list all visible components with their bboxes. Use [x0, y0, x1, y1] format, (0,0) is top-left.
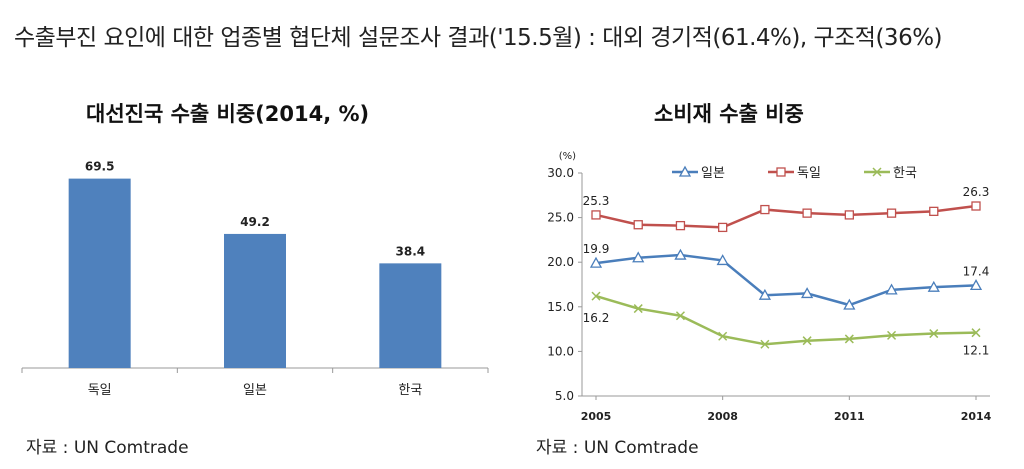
series-point-일본 — [716, 254, 729, 266]
series-point-한국 — [802, 336, 812, 346]
line-unit-label: (%) — [559, 151, 576, 162]
bar-chart: 69.5 독일 49.2 일본 38.4 한국 — [21, 160, 489, 398]
series-point-독일 — [718, 222, 728, 233]
bar-chart-source: 자료 : UN Comtrade — [26, 438, 189, 458]
line-y-tick-label: 25.0 — [547, 211, 574, 225]
series-point-일본 — [885, 283, 898, 295]
bar-category-label: 독일 — [88, 383, 112, 398]
bar-chart-title: 대선진국 수출 비중(2014, %) — [86, 102, 370, 126]
series-line-독일 — [595, 204, 977, 229]
series-point-일본 — [674, 248, 687, 260]
line-chart-title: 소비재 수출 비중 — [654, 102, 804, 126]
bar-1 — [68, 178, 131, 368]
data-label: 16.2 — [583, 311, 610, 325]
line-y-tick-label: 20.0 — [547, 255, 574, 269]
data-label: 12.1 — [963, 344, 990, 358]
series-point-독일 — [633, 220, 643, 230]
series-point-일본 — [632, 251, 645, 263]
data-label: 17.4 — [963, 264, 990, 278]
bar-category-label: 한국 — [398, 383, 422, 398]
legend-label: 한국 — [893, 166, 917, 181]
data-label: 25.3 — [583, 194, 610, 208]
series-point-한국 — [633, 304, 643, 314]
bar-value-label: 69.5 — [85, 160, 115, 174]
series-point-한국 — [971, 328, 981, 338]
series-point-일본 — [969, 279, 983, 291]
line-x-tick-label: 2014 — [961, 410, 992, 423]
bar-value-label: 49.2 — [240, 215, 270, 229]
series-point-한국 — [929, 329, 939, 339]
series-line-한국 — [595, 294, 977, 346]
line-x-tick-label: 2008 — [707, 410, 738, 423]
series-point-한국 — [760, 339, 770, 349]
line-x-tick-label: 2011 — [834, 410, 865, 423]
page-headline: 수출부진 요인에 대한 업종별 협단체 설문조사 결과('15.5월) : 대외… — [14, 25, 943, 51]
series-point-한국 — [718, 331, 728, 341]
series-point-일본 — [927, 280, 940, 292]
series-point-일본 — [843, 298, 856, 310]
bar-2 — [224, 233, 286, 368]
bar-value-label: 38.4 — [396, 244, 426, 258]
series-point-독일 — [971, 201, 981, 211]
legend-label: 일본 — [701, 166, 725, 181]
line-y-tick-label: 15.0 — [547, 300, 574, 314]
data-label: 19.9 — [583, 242, 610, 256]
legend-label: 독일 — [797, 166, 821, 181]
series-point-한국 — [887, 330, 897, 340]
data-label: 26.3 — [963, 185, 990, 199]
line-y-tick-label: 5.0 — [555, 389, 574, 403]
series-point-독일 — [591, 210, 601, 220]
legend-marker — [776, 167, 786, 177]
line-y-tick-label: 30.0 — [547, 166, 574, 180]
line-y-tick-label: 10.0 — [547, 344, 574, 358]
series-point-독일 — [802, 208, 812, 218]
series-point-한국 — [844, 334, 854, 344]
series-point-독일 — [760, 204, 770, 215]
series-point-일본 — [589, 256, 603, 268]
line-chart-source: 자료 : UN Comtrade — [536, 438, 699, 458]
series-point-독일 — [675, 220, 686, 231]
series-point-일본 — [801, 287, 814, 299]
series-point-한국 — [675, 311, 685, 321]
series-point-한국 — [591, 291, 601, 301]
legend-marker — [678, 165, 692, 177]
series-point-독일 — [929, 206, 939, 217]
series-line-일본 — [595, 253, 977, 307]
series-point-일본 — [758, 288, 771, 300]
line-x-tick-label: 2005 — [581, 410, 612, 423]
series-point-독일 — [886, 208, 897, 218]
line-chart: (%) 5.0 10.0 15.0 20.0 25.0 30.0 2005 2008 2011 20… — [547, 151, 992, 423]
legend-marker — [872, 167, 882, 177]
series-point-독일 — [844, 210, 854, 220]
bar-category-label: 일본 — [243, 383, 267, 398]
bar-3 — [379, 263, 442, 368]
